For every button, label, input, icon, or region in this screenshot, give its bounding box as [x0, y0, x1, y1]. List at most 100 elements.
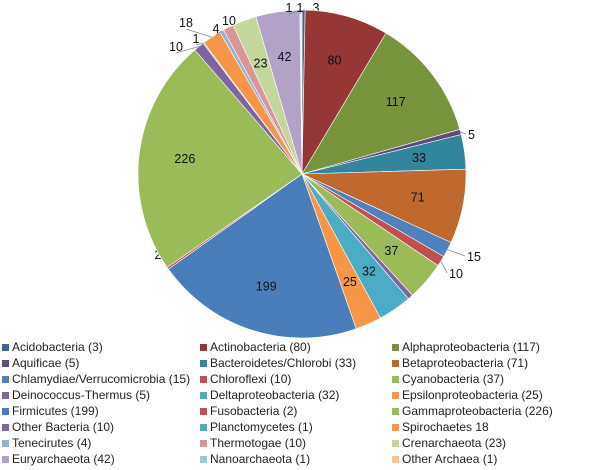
data-label: 80	[328, 53, 342, 67]
legend-item: Cyanobacteria (37)	[392, 372, 504, 387]
legend-item: Crenarchaeota (23)	[392, 436, 506, 451]
legend-label: Thermotogae (10)	[210, 436, 307, 450]
legend-item: Deinococcus-Thermus (5)	[2, 388, 150, 403]
data-label: 42	[278, 50, 292, 64]
legend-label: Nanoarchaeota (1)	[210, 452, 311, 466]
legend-swatch	[200, 456, 207, 463]
pie-chart: 3801175337115103753225199222610118410234…	[137, 1, 481, 339]
legend-swatch	[200, 392, 207, 399]
legend-swatch	[392, 408, 399, 415]
legend-swatch	[392, 424, 399, 431]
leader-line	[447, 249, 466, 257]
legend-label: Deltaproteobacteria (32)	[210, 388, 340, 402]
legend-item: Other Bacteria (10)	[2, 420, 114, 435]
legend-label: Alphaproteobacteria (117)	[402, 340, 540, 354]
legend-item: Actinobacteria (80)	[200, 340, 311, 355]
data-label: 18	[179, 16, 193, 30]
legend-swatch	[200, 344, 207, 351]
legend-item: Alphaproteobacteria (117)	[392, 340, 540, 355]
legend-item: Euryarchaeota (42)	[2, 452, 115, 467]
legend-swatch	[2, 424, 9, 431]
legend-swatch	[392, 376, 399, 383]
legend-item: Fusobacteria (2)	[200, 404, 297, 419]
legend-item: Gammaproteobacteria (226)	[392, 404, 553, 419]
legend-label: Betaproteobacteria (71)	[402, 356, 529, 370]
legend-swatch	[200, 440, 207, 447]
data-label: 4	[213, 22, 220, 36]
legend-label: Deinococcus-Thermus (5)	[12, 388, 151, 402]
legend-label: Cyanobacteria (37)	[402, 372, 505, 386]
legend-swatch	[2, 376, 9, 383]
data-label: 10	[169, 40, 183, 54]
legend-label: Crenarchaeota (23)	[402, 436, 507, 450]
legend-label: Euryarchaeota (42)	[12, 452, 115, 466]
data-label: 199	[256, 280, 277, 294]
legend-label: Other Archaea (1)	[402, 452, 498, 466]
leader-line	[440, 260, 448, 274]
legend-label: Actinobacteria (80)	[210, 340, 311, 354]
legend-swatch	[2, 392, 9, 399]
legend-item: Deltaproteobacteria (32)	[200, 388, 339, 403]
data-label: 23	[254, 56, 268, 70]
data-label: 71	[411, 191, 425, 205]
data-label: 32	[362, 264, 376, 278]
data-label: 5	[468, 128, 475, 142]
legend-label: Planctomycetes (1)	[210, 420, 313, 434]
legend-label: Epsilonproteobacteria (25)	[402, 388, 543, 402]
legend-item: Spirochaetes 18	[392, 420, 489, 435]
legend-label: Spirochaetes 18	[402, 420, 489, 434]
leader-line	[460, 131, 467, 135]
legend-item: Chlamydiae/Verrucomicrobia (15)	[2, 372, 190, 387]
legend-label: Other Bacteria (10)	[12, 420, 115, 434]
data-label: 15	[467, 250, 481, 264]
legend-item: Aquificae (5)	[2, 356, 79, 371]
legend-label: Fusobacteria (2)	[210, 404, 298, 418]
data-label: 37	[384, 244, 398, 258]
pie-slice	[300, 9, 303, 175]
legend-swatch	[2, 408, 9, 415]
pie-slice	[167, 173, 357, 339]
legend-label: Acidobacteria (3)	[12, 340, 103, 354]
legend-swatch	[200, 360, 207, 367]
data-label: 2	[155, 248, 162, 262]
legend-item: Bacteroidetes/Chlorobi (33)	[200, 356, 356, 371]
legend-label: Firmicutes (199)	[12, 404, 99, 418]
pie-slice	[137, 49, 303, 268]
legend-swatch	[200, 408, 207, 415]
data-label: 1	[193, 32, 200, 46]
legend-item: Thermotogae (10)	[200, 436, 306, 451]
legend-label: Aquificae (5)	[12, 356, 80, 370]
leader-line	[288, 9, 301, 15]
legend-label: Gammaproteobacteria (226)	[402, 404, 553, 418]
legend-item: Other Archaea (1)	[392, 452, 497, 467]
leader-line	[175, 46, 199, 54]
leader-line	[185, 28, 212, 38]
legend-label: Tenecirutes (4)	[12, 436, 92, 450]
legend-item: Chloroflexi (10)	[200, 372, 291, 387]
data-label: 10	[222, 14, 236, 28]
legend-label: Bacteroidetes/Chlorobi (33)	[210, 356, 357, 370]
legend-swatch	[392, 360, 399, 367]
data-label: 226	[174, 152, 195, 166]
legend-item: Tenecirutes (4)	[2, 436, 91, 451]
legend-swatch	[2, 360, 9, 367]
leader-line	[299, 9, 302, 15]
leader-line	[215, 30, 222, 36]
legend-swatch	[200, 376, 207, 383]
data-label: 1	[297, 1, 304, 15]
legend-swatch	[2, 456, 9, 463]
data-label: 117	[386, 95, 406, 109]
legend-swatch	[392, 392, 399, 399]
data-label: 3	[313, 1, 320, 15]
legend-swatch	[392, 440, 399, 447]
data-label: 33	[412, 151, 426, 165]
legend-swatch	[392, 344, 399, 351]
legend-swatch	[2, 440, 9, 447]
data-label: 10	[449, 267, 463, 281]
legend-item: Planctomycetes (1)	[200, 420, 313, 435]
legend-swatch	[2, 344, 9, 351]
leader-line	[228, 26, 230, 28]
legend-item: Acidobacteria (3)	[2, 340, 103, 355]
pie-slice	[301, 32, 461, 175]
data-label: 1	[286, 1, 293, 15]
